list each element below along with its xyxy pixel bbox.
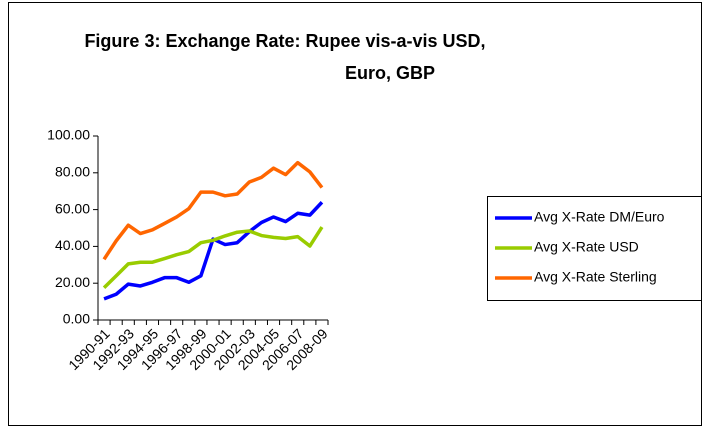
chart-title: Euro, GBP	[345, 63, 435, 83]
y-tick-label: 0.00	[63, 311, 90, 327]
y-tick-label: 40.00	[55, 237, 90, 253]
line-series	[102, 160, 324, 261]
chart-title: Figure 3: Exchange Rate: Rupee vis-a-vis…	[84, 31, 485, 51]
y-tick-label: 100.00	[47, 127, 90, 143]
y-tick-label: 80.00	[55, 164, 90, 180]
legend-label: Avg X-Rate Sterling	[534, 269, 657, 285]
y-tick-label: 20.00	[55, 274, 90, 290]
line-series	[102, 226, 324, 290]
legend-label: Avg X-Rate DM/Euro	[534, 209, 665, 225]
y-tick-label: 60.00	[55, 200, 90, 216]
legend-label: Avg X-Rate USD	[534, 239, 639, 255]
